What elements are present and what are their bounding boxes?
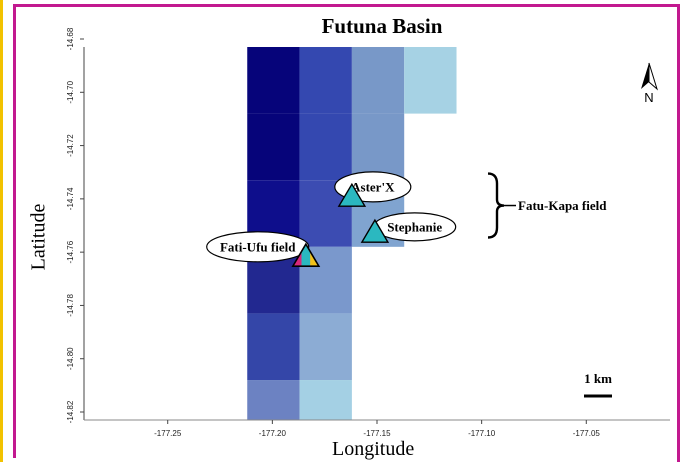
y-tick-label: -14.70 — [66, 80, 75, 103]
grid-cell — [247, 47, 300, 114]
site-label: Stephanie — [387, 219, 442, 234]
grid-cell — [299, 313, 352, 381]
y-tick-label: -14.82 — [66, 400, 75, 423]
grid-cell — [247, 380, 300, 420]
x-tick-label: -177.25 — [154, 429, 182, 438]
scale-bar-label: 1 km — [584, 371, 612, 386]
y-tick-label: -14.68 — [66, 27, 75, 50]
grid-cell — [247, 313, 300, 381]
y-tick-label: -14.72 — [66, 134, 75, 157]
right-border — [677, 4, 680, 462]
x-tick-label: -177.10 — [468, 429, 496, 438]
site-label: Aster'X — [351, 179, 395, 194]
group-label: Fatu-Kapa field — [518, 198, 607, 213]
grid-cell — [404, 47, 457, 114]
y-tick-label: -14.78 — [66, 294, 75, 317]
site-marker — [360, 218, 390, 243]
grid-cell — [299, 47, 352, 114]
figure-border — [13, 4, 680, 458]
north-arrow-right — [648, 62, 658, 91]
site-label: Fati-Ufu field — [220, 239, 296, 254]
callout-oval — [206, 231, 310, 263]
grid-cell — [299, 380, 352, 420]
map-title: Futuna Basin — [321, 14, 443, 38]
site-marker-stripe — [301, 244, 311, 267]
grid-cell — [351, 47, 405, 114]
x-tick-label: -177.20 — [259, 429, 287, 438]
x-axis-label: Longitude — [332, 438, 415, 460]
grid-cell — [247, 113, 300, 181]
site-marker — [337, 182, 367, 207]
x-tick-label: -177.15 — [363, 429, 391, 438]
x-tick-label: -177.05 — [573, 429, 601, 438]
north-label: N — [644, 90, 653, 105]
y-tick-label: -14.80 — [66, 347, 75, 370]
left-border — [0, 0, 3, 462]
grid-cell — [299, 113, 352, 181]
north-arrow-left — [641, 63, 649, 89]
y-tick-label: -14.74 — [66, 187, 75, 210]
site-marker-fati-ufu — [291, 242, 321, 267]
grid-cell — [351, 113, 405, 181]
y-tick-label: -14.76 — [66, 240, 75, 263]
